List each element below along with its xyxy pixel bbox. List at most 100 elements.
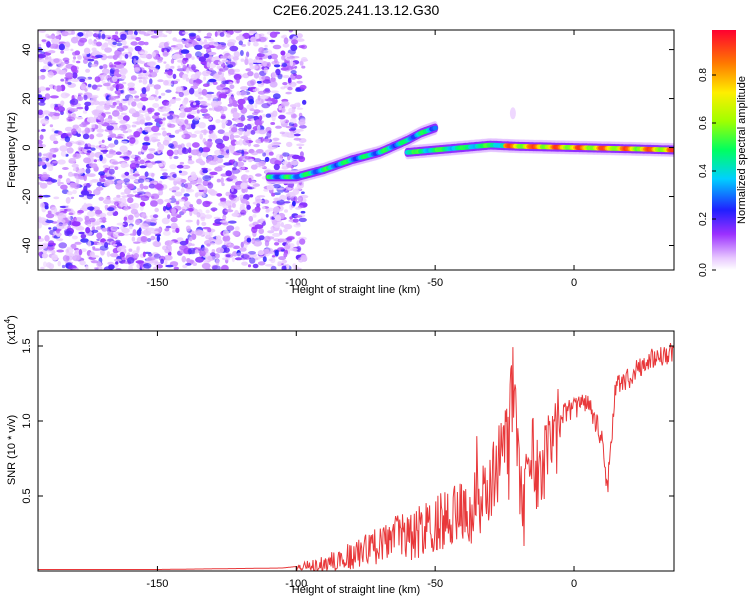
noise-blob [275, 125, 282, 129]
noise-blob [216, 193, 223, 197]
noise-blob [85, 265, 89, 270]
noise-blob [198, 122, 206, 129]
snr-x-tick-label: -50 [427, 578, 443, 590]
noise-blob [195, 35, 201, 41]
noise-blob [104, 242, 109, 249]
noise-blob [217, 154, 225, 159]
noise-blob [139, 51, 145, 55]
noise-blob [112, 75, 118, 83]
noise-blob [201, 262, 211, 270]
noise-blob [235, 119, 241, 123]
snr-series-line [38, 343, 674, 571]
noise-blob [296, 245, 302, 253]
noise-blob [168, 177, 175, 181]
noise-blob [60, 100, 65, 106]
noise-blob [87, 210, 96, 217]
noise-blob [123, 216, 128, 221]
noise-blob [196, 109, 200, 114]
noise-blob [234, 226, 240, 231]
noise-blob [220, 68, 226, 73]
noise-blob [62, 167, 69, 170]
noise-blob [147, 256, 156, 261]
noise-blob [131, 154, 136, 159]
noise-blob [123, 206, 129, 211]
noise-blob [169, 164, 178, 170]
noise-blob [129, 89, 137, 95]
noise-blob [194, 229, 203, 236]
noise-blob [112, 196, 122, 201]
noise-blob [171, 208, 177, 214]
noise-blob [257, 82, 265, 88]
noise-blob [268, 151, 274, 156]
noise-blob [270, 265, 277, 270]
noise-blob [95, 54, 103, 58]
noise-blob [69, 108, 79, 112]
noise-blob [184, 107, 193, 113]
noise-blob [44, 93, 51, 100]
noise-blob [177, 119, 186, 126]
noise-blob [286, 163, 292, 168]
noise-blob [153, 253, 161, 259]
noise-blob [89, 134, 95, 140]
noise-blob [70, 182, 77, 188]
noise-blob [66, 246, 73, 250]
noise-blob [38, 86, 47, 92]
noise-blob [181, 255, 187, 263]
noise-blob [158, 121, 163, 125]
colorbar-gradient [712, 30, 736, 270]
noise-blob [150, 67, 156, 71]
noise-blob [162, 139, 170, 146]
noise-blob [136, 187, 142, 192]
noise-blob [213, 56, 221, 61]
noise-blob [258, 129, 267, 135]
noise-blob [216, 85, 224, 91]
noise-blob [78, 231, 85, 235]
noise-blob [101, 144, 106, 148]
noise-blob [281, 265, 287, 270]
noise-blob [195, 256, 204, 263]
noise-blob [121, 227, 130, 234]
noise-blob [222, 230, 229, 237]
noise-blob [301, 57, 308, 62]
noise-blob [248, 177, 252, 184]
noise-blob [283, 223, 293, 230]
noise-blob [198, 189, 204, 192]
noise-blob [285, 52, 291, 57]
noise-blob [230, 149, 235, 154]
noise-blob [233, 73, 242, 81]
noise-blob [164, 228, 170, 232]
noise-blob [163, 230, 171, 236]
noise-blob [139, 159, 145, 165]
noise-blob [218, 202, 227, 207]
noise-blob [265, 208, 270, 213]
noise-blob [48, 227, 52, 230]
noise-blob [71, 220, 81, 227]
noise-blob [101, 68, 110, 75]
colorbar-tick-label: 0.2 [698, 212, 709, 226]
noise-blob [287, 77, 292, 84]
noise-blob [91, 123, 96, 129]
spectrogram-frame [37, 29, 675, 271]
noise-blob [293, 223, 302, 228]
noise-blob [109, 64, 117, 68]
noise-blob [153, 241, 162, 248]
noise-blob [56, 229, 60, 234]
noise-blob [163, 41, 169, 48]
noise-blob [65, 141, 73, 147]
noise-blob [135, 219, 141, 226]
noise-blob [272, 44, 282, 50]
noise-blob [114, 166, 119, 170]
noise-blob [40, 174, 49, 181]
noise-blob [172, 37, 177, 42]
noise-blob [286, 141, 293, 148]
noise-blob [163, 46, 172, 52]
noise-blob [202, 83, 210, 87]
noise-blob [227, 68, 235, 75]
noise-blob [65, 197, 71, 204]
noise-blob [194, 44, 203, 50]
noise-blob [107, 120, 116, 123]
noise-blob [87, 223, 92, 228]
noise-blob [65, 178, 71, 184]
noise-blob [298, 146, 302, 149]
noise-blob [212, 209, 216, 212]
